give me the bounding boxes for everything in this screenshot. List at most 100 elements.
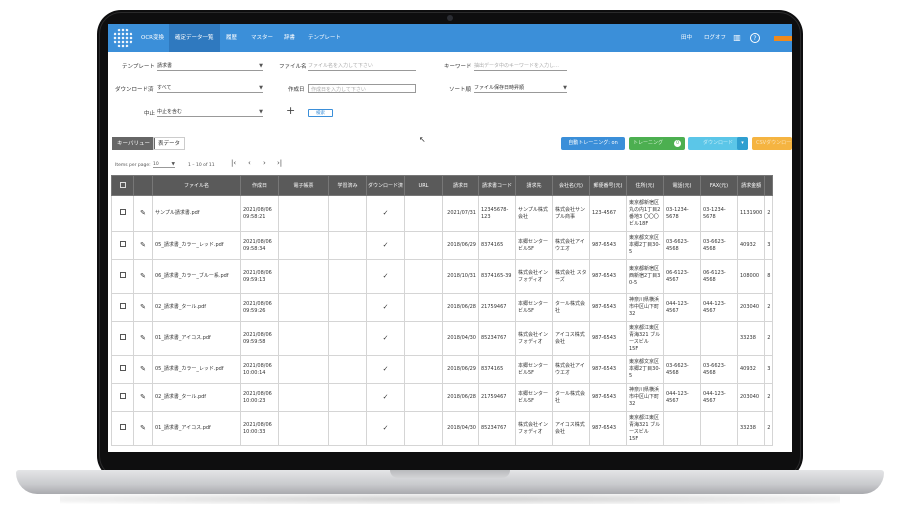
- edit-pencil-icon[interactable]: ✎: [133, 293, 153, 322]
- learned-cell: [328, 411, 367, 446]
- edit-pencil-icon[interactable]: ✎: [140, 333, 146, 342]
- invoice-code-cell: 12345678- 123: [478, 195, 516, 232]
- filename-input[interactable]: ファイル名を入力して下さい: [308, 61, 416, 71]
- invoice-date-cell: 2018/06/28: [442, 293, 479, 322]
- edit-pencil-icon[interactable]: ✎: [133, 411, 153, 446]
- auto-training-button[interactable]: 自動トレーニング: on: [561, 137, 625, 150]
- edit-pencil-icon[interactable]: ✎: [140, 392, 146, 401]
- edit-pencil-icon[interactable]: ✎: [133, 321, 153, 356]
- logout-link[interactable]: ログオフ: [704, 35, 727, 41]
- created-date-input[interactable]: 作成日を入力して下さい: [308, 84, 416, 93]
- table-row[interactable]: ✎ 02_請求書_タール.pdf 2021/08/06 09:59:26 ✓ 2018/…: [111, 293, 774, 322]
- tab-table-data[interactable]: 表データ: [153, 137, 186, 150]
- nav-orange-accent[interactable]: [774, 36, 792, 41]
- edit-pencil-icon[interactable]: ✎: [133, 231, 153, 260]
- nav-item-ocr[interactable]: OCR変換: [141, 35, 164, 41]
- company-cell: タール株式会 社: [552, 293, 590, 322]
- created-cell: 2021/08/06 09:59:26: [240, 293, 279, 322]
- edit-pencil-icon[interactable]: ✎: [140, 364, 146, 373]
- training-button[interactable]: トレーニング 0: [629, 137, 685, 150]
- amount-cell: 33238: [736, 321, 766, 356]
- prev-page-icon[interactable]: ‹: [248, 159, 251, 167]
- items-per-page-select[interactable]: 10 ▼: [153, 162, 175, 168]
- sort-select[interactable]: ファイル保存日時昇順 ▼: [474, 83, 567, 93]
- column-header[interactable]: 請求先: [515, 175, 553, 196]
- select-all-checkbox[interactable]: [111, 175, 134, 196]
- tab-key-value[interactable]: キーバリュー: [112, 137, 155, 150]
- table-row[interactable]: ✎ 06_請求書_カラー_ブルー系.pdf 2021/08/06 09:59:13 ✓…: [111, 259, 774, 294]
- column-header[interactable]: 請求書コード: [478, 175, 516, 196]
- search-button[interactable]: 検索: [308, 109, 333, 117]
- row-checkbox[interactable]: [111, 321, 134, 356]
- table-row[interactable]: ✎ 05_請求書_カラー_レッド.pdf 2021/08/06 09:58:34 ✓ 2…: [111, 231, 774, 260]
- add-filter-button[interactable]: +: [286, 104, 296, 117]
- edit-pencil-icon[interactable]: ✎: [140, 423, 146, 432]
- row-checkbox[interactable]: [111, 259, 134, 294]
- edit-pencil-icon[interactable]: ✎: [133, 383, 153, 412]
- download-dropdown-toggle[interactable]: ▾: [737, 137, 748, 150]
- row-checkbox[interactable]: [111, 355, 134, 384]
- download-select[interactable]: すべて ▼: [157, 83, 263, 93]
- row-checkbox[interactable]: [111, 195, 134, 232]
- row-checkbox[interactable]: [111, 231, 134, 260]
- row-checkbox[interactable]: [111, 411, 134, 446]
- table-row[interactable]: ✎ サンプル請求書.pdf 2021/08/06 09:58:21 ✓ 2021/07/…: [111, 195, 774, 232]
- row-checkbox[interactable]: [111, 293, 134, 322]
- checkbox[interactable]: [119, 209, 126, 215]
- first-page-icon[interactable]: |‹: [231, 159, 237, 167]
- table-row[interactable]: ✎ 02_請求書_タール.pdf 2021/08/06 10:00:23 ✓ 2018/…: [111, 383, 774, 412]
- phone-cell: 03-6623- 4568: [663, 355, 701, 384]
- column-header[interactable]: ダウンロード済: [366, 175, 405, 196]
- checkbox[interactable]: [119, 334, 126, 340]
- checkbox[interactable]: [119, 365, 126, 371]
- nav-item-master[interactable]: マスター: [251, 35, 274, 41]
- edit-pencil-icon[interactable]: ✎: [140, 208, 146, 217]
- nav-item-history[interactable]: 履歴: [226, 35, 238, 41]
- download-button[interactable]: ダウンロード: [688, 137, 748, 150]
- last-page-icon[interactable]: ›|: [277, 159, 283, 167]
- company-cell: 株式会社アイ ウエオ: [552, 355, 590, 384]
- building-icon[interactable]: ▥: [733, 33, 741, 42]
- row-checkbox[interactable]: [111, 383, 134, 412]
- nav-item-template[interactable]: テンプレート: [308, 35, 341, 41]
- template-select[interactable]: 請求書 ▼: [157, 61, 263, 71]
- edit-pencil-icon[interactable]: ✎: [133, 195, 153, 232]
- edit-pencil-icon[interactable]: ✎: [140, 302, 146, 311]
- column-header[interactable]: 住所(元): [626, 175, 664, 196]
- column-header[interactable]: 請求金額: [736, 175, 766, 196]
- bill-to-cell: サンプル株式 会社: [515, 195, 553, 232]
- checkbox[interactable]: [119, 272, 126, 278]
- cancel-select[interactable]: 中止を含む ▼: [157, 107, 263, 117]
- checkbox[interactable]: [119, 241, 126, 247]
- column-header[interactable]: 郵便番号(元): [589, 175, 627, 196]
- column-header[interactable]: 会社名(元): [552, 175, 590, 196]
- checkbox[interactable]: [119, 424, 126, 430]
- checkbox[interactable]: [119, 303, 126, 309]
- nav-item-confirmed-list[interactable]: 確定データ一覧: [169, 24, 220, 52]
- column-header[interactable]: URL: [404, 175, 443, 196]
- column-header[interactable]: 請求日: [442, 175, 479, 196]
- laptop-base-notch: [390, 470, 510, 478]
- logo-icon[interactable]: [113, 28, 133, 48]
- next-page-icon[interactable]: ›: [263, 159, 266, 167]
- column-header[interactable]: ファイル名: [152, 175, 241, 196]
- column-header[interactable]: 電話(元): [663, 175, 701, 196]
- user-name[interactable]: 田中: [681, 35, 693, 41]
- table-row[interactable]: ✎ 05_請求書_カラー_レッド.pdf 2021/08/06 10:00:14 ✓ 2…: [111, 355, 774, 384]
- column-header[interactable]: 学習済み: [328, 175, 367, 196]
- csv-download-button[interactable]: CSVダウンロード: [752, 137, 792, 150]
- nav-item-dictionary[interactable]: 辞書: [284, 35, 296, 41]
- edit-pencil-icon[interactable]: ✎: [140, 271, 146, 280]
- edit-pencil-icon[interactable]: ✎: [133, 355, 153, 384]
- keyword-input[interactable]: 抽出データ中のキーワードを入力し…: [474, 61, 567, 71]
- column-header[interactable]: 作成日: [240, 175, 279, 196]
- table-row[interactable]: ✎ 01_請求書_アイコス.pdf 2021/08/06 09:59:58 ✓ 2018…: [111, 321, 774, 356]
- checkbox[interactable]: [119, 393, 126, 399]
- column-header[interactable]: 電子帳票: [278, 175, 329, 196]
- help-icon[interactable]: ?: [750, 33, 760, 43]
- edit-pencil-icon[interactable]: ✎: [140, 240, 146, 249]
- chevron-down-icon: ▼: [171, 162, 175, 167]
- table-row[interactable]: ✎ 01_請求書_アイコス.pdf 2021/08/06 10:00:33 ✓ 2018…: [111, 411, 774, 446]
- column-header[interactable]: FAX(元): [700, 175, 738, 196]
- edit-pencil-icon[interactable]: ✎: [133, 259, 153, 294]
